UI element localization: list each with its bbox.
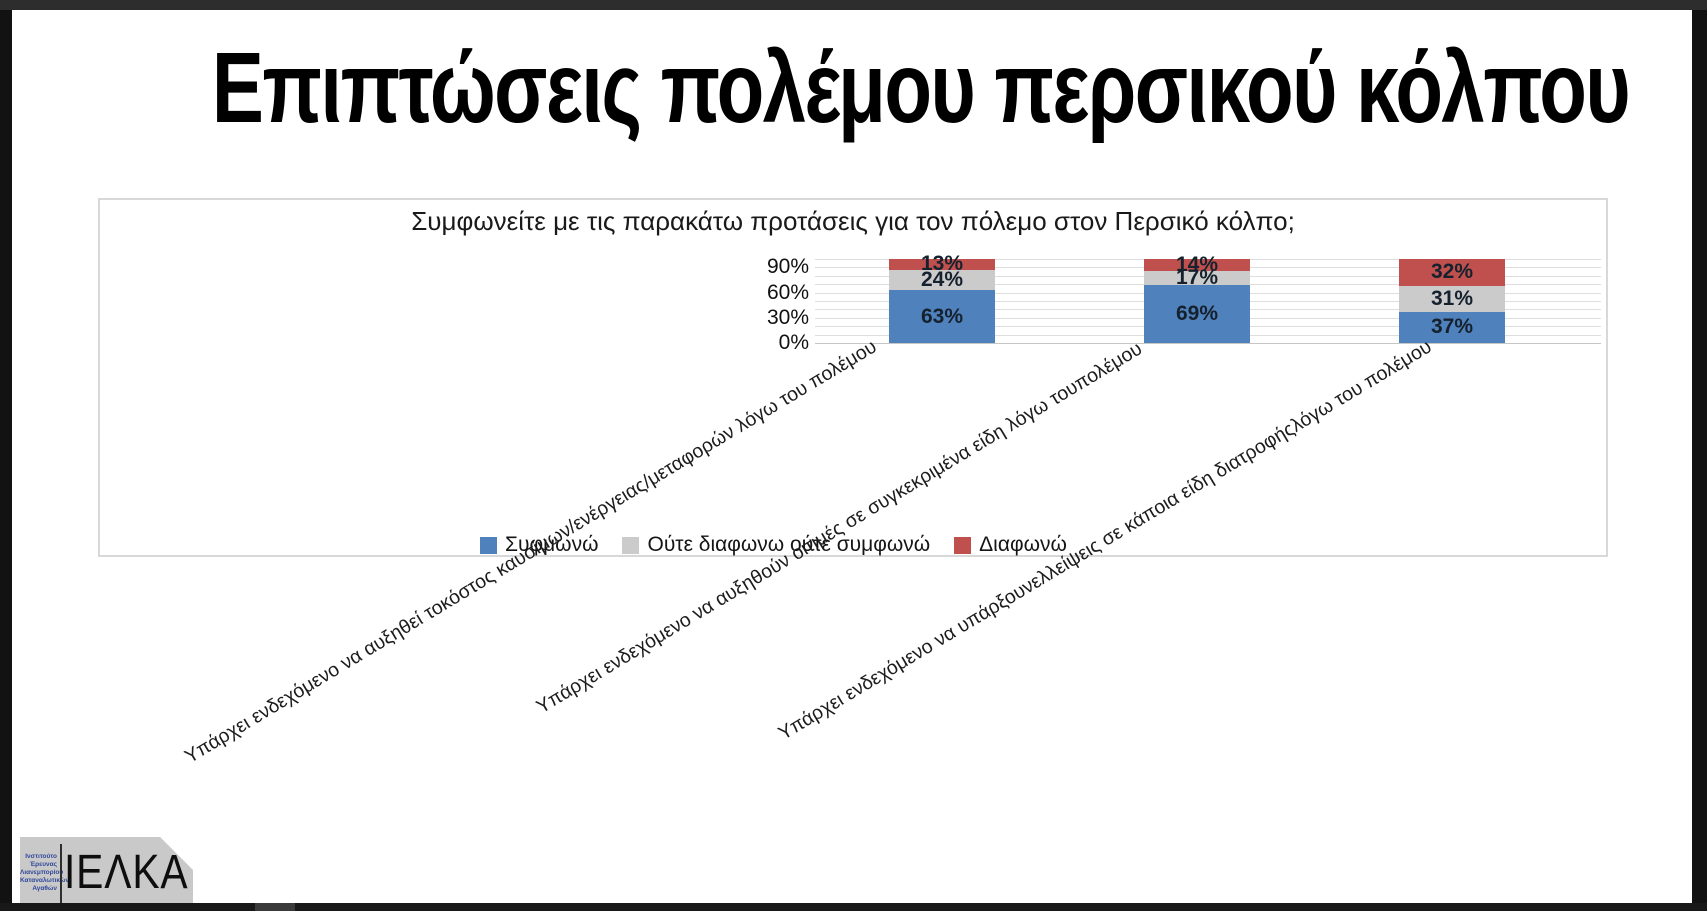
bar-data-label: 37% xyxy=(1430,315,1474,339)
bottom-frame-segment xyxy=(255,903,295,911)
logo-org-line: Καταναλωτικών xyxy=(20,877,69,884)
window-top-frame xyxy=(0,0,1707,10)
bar-segment xyxy=(1144,285,1250,343)
presentation-slide: Επιπτώσεις πολέμου περσικού κόλπου Συμφω… xyxy=(12,10,1692,903)
legend-swatch xyxy=(954,536,972,554)
bar-data-label: 14% xyxy=(1175,252,1219,276)
bar-data-label: 63% xyxy=(920,304,964,328)
bar-data-label: 17% xyxy=(1175,265,1219,289)
y-axis-tick-label: 60% xyxy=(766,280,809,304)
bar-segment xyxy=(1144,270,1250,286)
logo-divider xyxy=(60,844,62,903)
bar-segment xyxy=(889,259,995,270)
logo-acronym: ΙΕΛΚΑ xyxy=(64,846,189,899)
chart-frame xyxy=(98,198,1608,557)
bar-segment xyxy=(1399,311,1505,343)
bar-segment xyxy=(1399,259,1505,286)
bar-data-label: 13% xyxy=(920,252,964,276)
logo-org-name: Ινστιτούτο Έρευνας Λιανεμπορίου Καταναλωτικ… xyxy=(20,853,69,893)
window-bottom-frame xyxy=(0,903,1707,911)
bar-segment xyxy=(1144,259,1250,271)
gridline xyxy=(815,343,1601,344)
legend-label: Διαφωνώ xyxy=(979,533,1067,556)
legend-label: Ούτε διαφωνω ούτε συμφωνώ xyxy=(647,533,931,556)
legend-item: Συφμωνώ xyxy=(480,533,598,557)
ielka-logo: Ινστιτούτο Έρευνας Λιανεμπορίου Καταναλωτικ… xyxy=(20,837,193,903)
chart-legend: Συφμωνώ Ούτε διαφωνω ούτε συμφωνώ Διαφωνώ xyxy=(480,533,1067,557)
y-axis-tick-label: 90% xyxy=(766,255,809,279)
chart-title: Συμφωνείτε με τις παρακάτω προτάσεις για… xyxy=(411,206,1295,236)
legend-item: Ούτε διαφωνω ούτε συμφωνώ xyxy=(622,533,930,557)
bar-segment xyxy=(889,290,995,343)
legend-item: Διαφωνώ xyxy=(954,533,1067,557)
logo-org-line: Αγαθών xyxy=(32,885,57,892)
logo-org-line: Έρευνας xyxy=(29,861,57,868)
logo-org-line: Ινστιτούτο xyxy=(25,853,57,860)
bar-data-label: 32% xyxy=(1430,260,1474,284)
bar-data-label: 24% xyxy=(920,268,964,291)
bar-segment xyxy=(889,269,995,291)
bar-data-label: 31% xyxy=(1430,286,1474,310)
y-axis-tick-label: 0% xyxy=(778,331,809,354)
y-axis-tick-label: 30% xyxy=(766,305,809,329)
bar-data-label: 69% xyxy=(1175,302,1219,326)
slide-title-text: Επιπτώσεις πολέμου περσικού κόλπου xyxy=(211,32,1631,144)
legend-label: Συφμωνώ xyxy=(505,533,599,556)
logo-org-line: Λιανεμπορίου xyxy=(20,869,64,876)
bar-segment xyxy=(1399,285,1505,312)
legend-swatch xyxy=(622,536,640,554)
slide-title: Επιπτώσεις πολέμου περσικού κόλπου xyxy=(12,26,1692,151)
legend-swatch xyxy=(480,536,497,554)
